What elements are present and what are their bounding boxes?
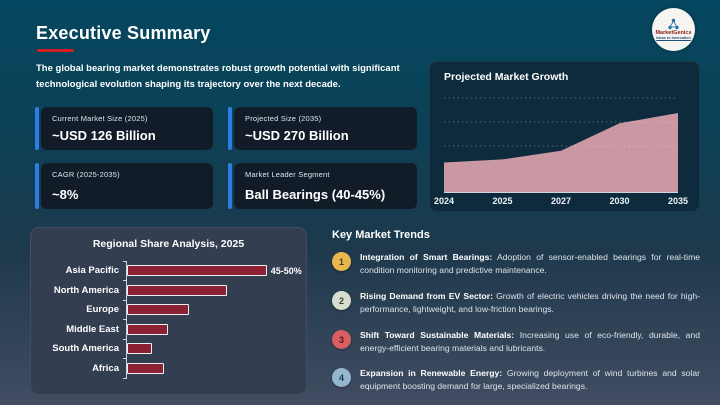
regional-bar-row: Middle East bbox=[43, 319, 296, 339]
page-title: Executive Summary bbox=[36, 23, 211, 43]
trend-number-badge: 2 bbox=[332, 291, 351, 310]
regional-bar bbox=[127, 265, 267, 277]
stat-value: Ball Bearings (40-45%) bbox=[245, 187, 386, 202]
regional-bar bbox=[127, 323, 169, 335]
regional-bar bbox=[127, 304, 189, 316]
stat-value: ~USD 126 Billion bbox=[52, 128, 156, 143]
intro-text: The global bearing market demonstrates r… bbox=[36, 63, 400, 90]
trend-desc: Increasing use of eco-friendly, durable,… bbox=[360, 330, 701, 354]
stat-value: ~8% bbox=[52, 187, 79, 202]
regional-bar-row: Europe bbox=[43, 300, 296, 320]
card-accent-bar bbox=[35, 163, 39, 209]
logo-name: MarketGenics bbox=[655, 29, 692, 36]
regional-bar bbox=[127, 343, 152, 355]
stat-card-projected-size: Projected Size (2035) ~USD 270 Billion bbox=[228, 107, 417, 150]
trend-desc: Growth of electric vehicles driving the … bbox=[360, 291, 700, 315]
x-tick-label: 2027 bbox=[550, 196, 572, 206]
trend-desc: Adoption of sensor-enabled bearings for … bbox=[360, 252, 701, 276]
regional-bar bbox=[127, 284, 227, 296]
regional-category-label: Asia Pacific bbox=[65, 265, 119, 277]
trend-number-badge: 4 bbox=[332, 368, 351, 387]
regional-bar-row: Asia Pacific 45-50% bbox=[43, 260, 302, 281]
regional-chart-title: Regional Share Analysis, 2025 bbox=[92, 238, 245, 250]
trend-item: 3 Shift Toward Sustainable Materials: In… bbox=[332, 329, 700, 356]
trend-title: Expansion in Renewable Energy: bbox=[360, 368, 503, 378]
regional-bar-row: South America bbox=[43, 339, 296, 359]
molecule-icon bbox=[668, 18, 679, 29]
regional-bar bbox=[127, 362, 164, 374]
regional-category-label: Europe bbox=[86, 304, 119, 316]
logo-tagline: Ideas to Innovation bbox=[656, 36, 691, 41]
card-accent-bar bbox=[228, 107, 232, 150]
stat-label: Projected Size (2035) bbox=[245, 114, 322, 123]
stat-card-market-leader: Market Leader Segment Ball Bearings (40-… bbox=[228, 163, 417, 209]
stat-value: ~USD 270 Billion bbox=[245, 128, 349, 143]
trend-item: 1 Integration of Smart Bearings: Adoptio… bbox=[332, 251, 700, 278]
growth-chart-panel: Projected Market Growth 2024 2025 2027 2… bbox=[429, 61, 700, 212]
regional-chart-panel: Regional Share Analysis, 2025 Asia Pacif… bbox=[30, 227, 307, 395]
trend-number-badge: 3 bbox=[332, 330, 351, 349]
regional-category-label: Middle East bbox=[66, 323, 119, 335]
trend-item: 4 Expansion in Renewable Energy: Growing… bbox=[332, 367, 700, 394]
trend-item: 2 Rising Demand from EV Sector: Growth o… bbox=[332, 290, 700, 317]
x-tick-label: 2025 bbox=[492, 196, 513, 206]
stat-label: Market Leader Segment bbox=[245, 170, 330, 179]
title-underline bbox=[37, 49, 74, 52]
x-tick-label: 2024 bbox=[433, 196, 455, 206]
company-logo: MarketGenics Ideas to Innovation bbox=[652, 8, 695, 51]
regional-category-label: South America bbox=[52, 343, 119, 355]
regional-category-label: Africa bbox=[92, 362, 119, 374]
card-accent-bar bbox=[228, 163, 232, 209]
regional-bar-row: North America bbox=[43, 280, 296, 300]
x-tick-label: 2030 bbox=[609, 196, 630, 206]
growth-area-chart bbox=[444, 97, 678, 193]
trend-number-badge: 1 bbox=[332, 252, 351, 271]
stat-card-current-market-size: Current Market Size (2025) ~USD 126 Bill… bbox=[35, 107, 213, 150]
regional-bar-value: 45-50% bbox=[270, 265, 302, 276]
trend-desc: Growing deployment of wind turbines and … bbox=[360, 368, 700, 392]
x-tick-label: 2035 bbox=[667, 196, 689, 206]
stat-label: CAGR (2025-2035) bbox=[52, 170, 120, 179]
card-accent-bar bbox=[35, 107, 39, 150]
trends-heading: Key Market Trends bbox=[332, 229, 430, 241]
regional-category-label: North America bbox=[53, 284, 119, 296]
stat-card-cagr: CAGR (2025-2035) ~8% bbox=[35, 163, 213, 209]
stat-label: Current Market Size (2025) bbox=[52, 114, 148, 123]
growth-chart-title: Projected Market Growth bbox=[444, 71, 569, 83]
trend-title: Integration of Smart Bearings: bbox=[360, 252, 493, 262]
trend-title: Shift Toward Sustainable Materials: bbox=[360, 330, 515, 340]
growth-x-axis: 2024 2025 2027 2030 2035 bbox=[434, 196, 688, 208]
regional-bar-row: Africa bbox=[43, 358, 296, 378]
regional-bar-chart: Asia Pacific 45-50% North America Europe… bbox=[43, 260, 302, 378]
trend-title: Rising Demand from EV Sector: bbox=[360, 291, 493, 301]
